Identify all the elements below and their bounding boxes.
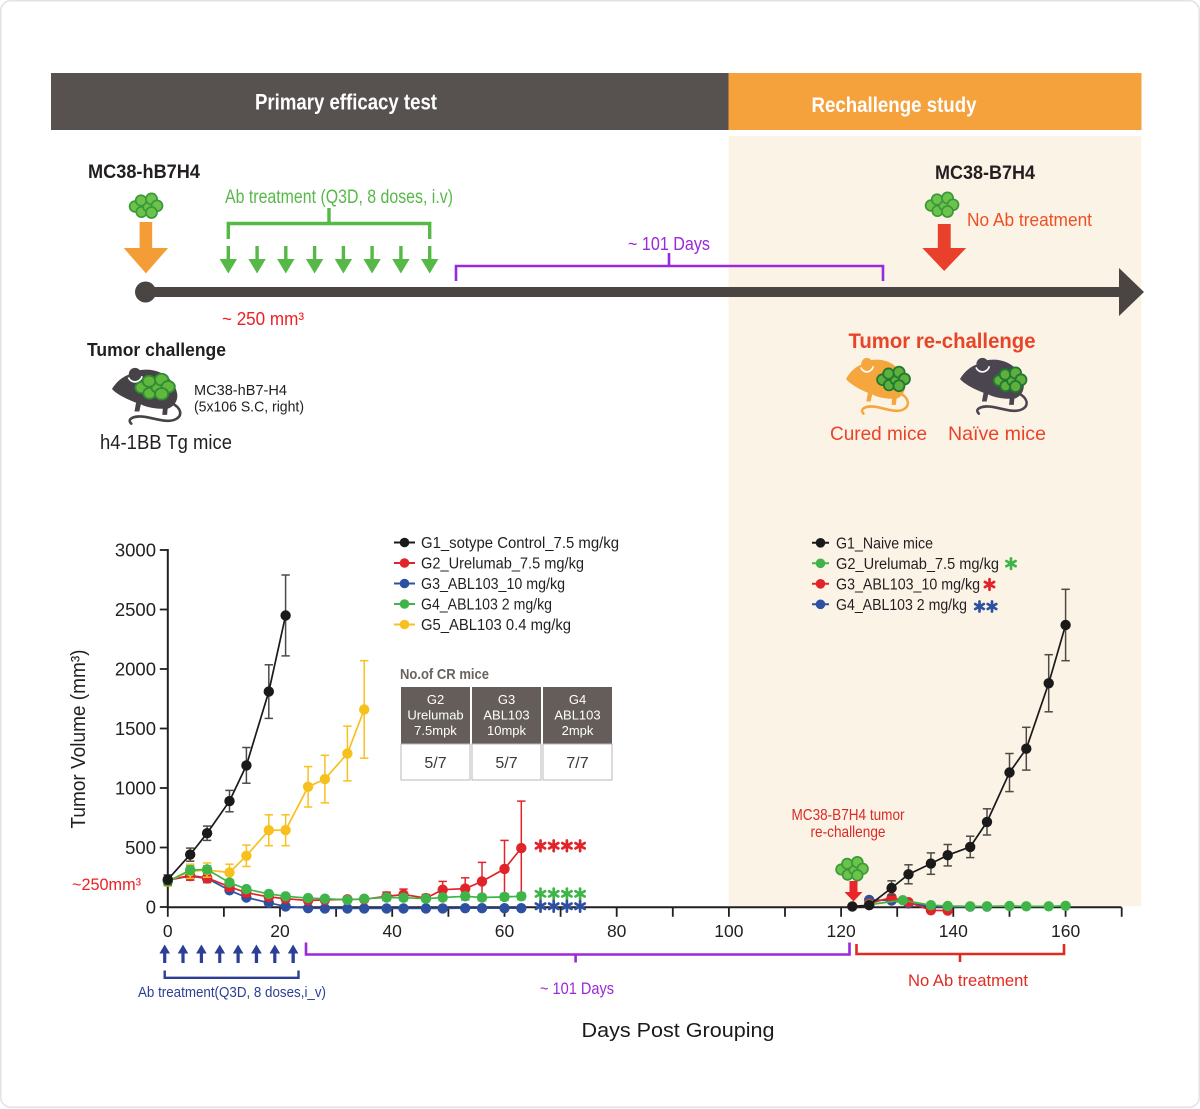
svg-text:~ 250 mm³: ~ 250 mm³	[222, 309, 304, 329]
svg-text:MC38-B7H4 tumor: MC38-B7H4 tumor	[792, 807, 906, 824]
svg-text:20: 20	[270, 921, 290, 941]
svg-text:G2_Urelumab_7.5 mg/kg: G2_Urelumab_7.5 mg/kg	[836, 556, 999, 573]
svg-text:Ab treatment (Q3D, 8 doses, i.: Ab treatment (Q3D, 8 doses, i.v)	[225, 186, 453, 208]
svg-text:0: 0	[163, 921, 173, 941]
svg-text:G3_ABL103_10 mg/kg: G3_ABL103_10 mg/kg	[836, 576, 980, 593]
svg-text:1500: 1500	[115, 718, 156, 739]
svg-text:~ 101 Days: ~ 101 Days	[540, 980, 614, 998]
svg-text:500: 500	[125, 837, 156, 858]
svg-text:MC38-hB7-H4: MC38-hB7-H4	[194, 382, 287, 399]
svg-text:60: 60	[495, 921, 515, 941]
svg-text:Tumor re-challenge: Tumor re-challenge	[849, 330, 1036, 353]
svg-text:40: 40	[382, 921, 402, 941]
svg-text:Tumor Volume (mm³): Tumor Volume (mm³)	[68, 650, 90, 829]
svg-text:~ 101 Days: ~ 101 Days	[628, 234, 710, 254]
svg-text:160: 160	[1051, 921, 1080, 941]
svg-text:Tumor challenge: Tumor challenge	[87, 339, 226, 360]
svg-text:G2: G2	[427, 692, 444, 707]
svg-text:h4-1BB Tg mice: h4-1BB Tg mice	[100, 432, 232, 454]
svg-text:G4_ABL103 2 mg/kg: G4_ABL103 2 mg/kg	[836, 597, 967, 614]
svg-text:1000: 1000	[115, 777, 156, 798]
svg-text:2mpk: 2mpk	[562, 723, 594, 738]
svg-text:Days Post Grouping: Days Post Grouping	[582, 1020, 775, 1042]
svg-text:Ab treatment(Q3D, 8 doses,i_v): Ab treatment(Q3D, 8 doses,i_v)	[138, 984, 326, 1001]
svg-text:re-challenge: re-challenge	[811, 824, 886, 841]
svg-text:Cured mice: Cured mice	[830, 423, 927, 445]
svg-text:3000: 3000	[115, 539, 156, 560]
svg-text:2500: 2500	[115, 599, 156, 620]
svg-text:G5_ABL103 0.4 mg/kg: G5_ABL103 0.4 mg/kg	[421, 617, 571, 634]
svg-text:ABL103: ABL103	[554, 708, 600, 723]
svg-text:80: 80	[607, 921, 627, 941]
svg-text:G3: G3	[498, 692, 515, 707]
svg-text:G3_ABL103_10 mg/kg: G3_ABL103_10 mg/kg	[421, 576, 565, 593]
svg-text:7/7: 7/7	[566, 755, 588, 772]
svg-text:(5x106 S.C, right): (5x106 S.C, right)	[194, 399, 304, 416]
svg-text:120: 120	[826, 921, 855, 941]
svg-text:140: 140	[939, 921, 968, 941]
svg-text:5/7: 5/7	[424, 755, 446, 772]
svg-text:G4: G4	[569, 692, 586, 707]
svg-text:MC38-B7H4: MC38-B7H4	[935, 163, 1035, 184]
svg-text:No Ab treatment: No Ab treatment	[908, 972, 1028, 990]
svg-text:G4_ABL103 2 mg/kg: G4_ABL103 2 mg/kg	[421, 597, 552, 614]
svg-text:G1_Naive mice: G1_Naive mice	[836, 535, 933, 552]
svg-text:Primary efficacy test: Primary efficacy test	[255, 89, 438, 114]
svg-text:G2_Urelumab_7.5 mg/kg: G2_Urelumab_7.5 mg/kg	[421, 556, 584, 573]
svg-text:2000: 2000	[115, 658, 156, 679]
svg-text:No.of CR mice: No.of CR mice	[400, 666, 489, 683]
svg-text:MC38-hB7H4: MC38-hB7H4	[88, 162, 200, 183]
svg-text:0: 0	[146, 896, 156, 917]
svg-text:7.5mpk: 7.5mpk	[414, 723, 457, 738]
svg-text:Urelumab: Urelumab	[407, 708, 463, 723]
svg-text:5/7: 5/7	[495, 755, 517, 772]
svg-text:100: 100	[714, 921, 743, 941]
svg-text:Naïve mice: Naïve mice	[948, 423, 1046, 445]
svg-text:~250mm³: ~250mm³	[72, 875, 141, 894]
svg-text:No Ab treatment: No Ab treatment	[967, 210, 1092, 230]
svg-text:10mpk: 10mpk	[487, 723, 527, 738]
svg-text:G1_sotype Control_7.5 mg/kg: G1_sotype Control_7.5 mg/kg	[421, 535, 619, 552]
svg-text:Rechallenge study: Rechallenge study	[812, 94, 977, 117]
svg-text:ABL103: ABL103	[483, 708, 529, 723]
